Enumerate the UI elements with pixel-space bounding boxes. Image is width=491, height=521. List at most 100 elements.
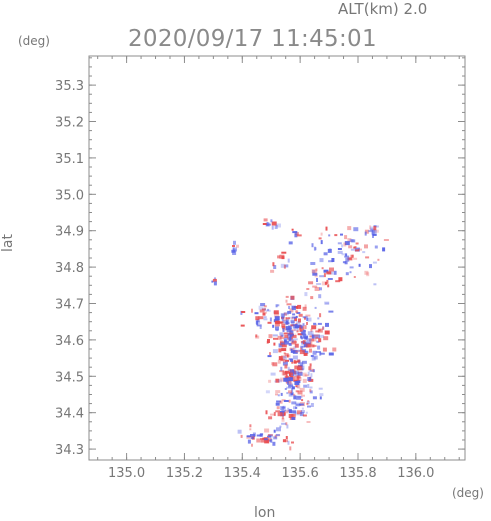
- heatmap-cell: [289, 446, 292, 451]
- x-tick-label: 135.0: [108, 466, 145, 481]
- heatmap-cell: [285, 422, 288, 426]
- x-tick-label: 135.2: [166, 466, 203, 481]
- heatmap-cell: [316, 340, 320, 343]
- heatmap-cell: [298, 325, 303, 328]
- heatmap-cell: [292, 338, 298, 341]
- heatmap-cell: [280, 358, 284, 362]
- heatmap-cell: [295, 310, 299, 313]
- heatmap-cell: [324, 301, 330, 305]
- heatmap-cell: [301, 342, 305, 345]
- heatmap-cell: [311, 356, 316, 361]
- heatmap-cell: [291, 329, 296, 332]
- heatmap-cell: [268, 416, 273, 420]
- heatmap-cell: [304, 292, 308, 297]
- heatmap-cell: [310, 355, 314, 357]
- heatmap-cell: [328, 352, 334, 356]
- heatmap-cell: [296, 403, 302, 406]
- heatmap-cell: [304, 341, 307, 345]
- heatmap-cell: [306, 341, 311, 345]
- heatmap-cell: [309, 386, 313, 389]
- heatmap-cell: [250, 437, 254, 439]
- heatmap-cell: [288, 390, 292, 394]
- heatmap-cell: [313, 246, 316, 251]
- heatmap-cell: [275, 402, 280, 406]
- heatmap-cell: [274, 322, 280, 327]
- heatmap-cell: [279, 332, 284, 336]
- heatmap-cell: [297, 396, 303, 399]
- heatmap-cell: [296, 234, 302, 237]
- heatmap-cell: [310, 328, 313, 332]
- heatmap-cell: [287, 407, 290, 412]
- heatmap-cell: [328, 260, 334, 263]
- x-tick-label: 135.8: [339, 466, 376, 481]
- heatmap-cell: [269, 439, 272, 442]
- heatmap-cell: [318, 338, 322, 343]
- heatmap-cell: [258, 305, 264, 310]
- heatmap-cell: [289, 372, 294, 376]
- heatmap-cell: [320, 232, 323, 236]
- heatmap-cell: [287, 366, 290, 371]
- heatmap-cell: [268, 379, 272, 383]
- heatmap-cell: [307, 317, 312, 322]
- heatmap-cell: [303, 352, 308, 356]
- heatmap-cell: [300, 362, 303, 367]
- heatmap-cell: [311, 269, 317, 274]
- heatmap-cell: [265, 410, 268, 415]
- heatmap-cell: [294, 324, 298, 329]
- heatmap-cell: [283, 312, 287, 316]
- heatmap-cell: [369, 225, 372, 230]
- heatmap-cell: [281, 417, 285, 422]
- heatmap-cell: [275, 378, 280, 383]
- heatmap-cell: [307, 377, 312, 381]
- heatmap-cell: [290, 295, 295, 300]
- heatmap-cell: [290, 358, 293, 362]
- heatmap-cell: [279, 340, 283, 343]
- heatmap-cell: [317, 345, 321, 350]
- y-tick-label: 35.2: [55, 116, 84, 131]
- heatmap-cell: [335, 280, 341, 283]
- heatmap-cell: [259, 309, 265, 313]
- heatmap-cell: [289, 308, 294, 313]
- heatmap-cell: [283, 400, 289, 402]
- heatmap-cell: [281, 409, 287, 412]
- heatmap-cell: [232, 247, 235, 252]
- heatmap-cell: [291, 441, 294, 444]
- heatmap-cell: [368, 230, 374, 233]
- heatmap-cell: [298, 318, 301, 323]
- heatmap-cell: [334, 234, 338, 237]
- heatmap-cell: [277, 359, 281, 364]
- heatmap-cell: [284, 364, 288, 369]
- heatmap-cell: [211, 280, 214, 283]
- heatmap-cell: [306, 322, 308, 325]
- heatmap-cell: [267, 321, 272, 324]
- heatmap-cell: [279, 411, 285, 413]
- heatmap-cell: [265, 390, 270, 394]
- heatmap-cell: [283, 359, 286, 363]
- heatmap-cell: [296, 312, 301, 314]
- heatmap-cell: [284, 340, 289, 345]
- heatmap-cell: [265, 311, 267, 314]
- heatmap-cell: [252, 432, 256, 437]
- heatmap-cell: [233, 247, 237, 252]
- heatmap-cell: [256, 434, 261, 437]
- heatmap-cell: [278, 348, 282, 353]
- heatmap-cell: [288, 339, 291, 342]
- heatmap-cell: [264, 307, 266, 311]
- heatmap-cell: [326, 279, 329, 284]
- heatmap-cell: [312, 396, 317, 400]
- heatmap-cell: [282, 361, 288, 366]
- heatmap-cell: [263, 218, 268, 222]
- heatmap-cell: [341, 253, 347, 256]
- heatmap-cell: [284, 410, 289, 414]
- heatmap-cell: [288, 392, 293, 397]
- heatmap-cell: [302, 316, 308, 319]
- heatmap-cell: [301, 345, 304, 350]
- heatmap-cell: [294, 402, 300, 407]
- heatmap-cell: [371, 231, 374, 236]
- heatmap-cell: [293, 379, 298, 382]
- heatmap-cell: [232, 251, 237, 255]
- heatmap-cell: [287, 368, 291, 371]
- heatmap-cell: [302, 372, 307, 377]
- heatmap-cell: [288, 358, 293, 361]
